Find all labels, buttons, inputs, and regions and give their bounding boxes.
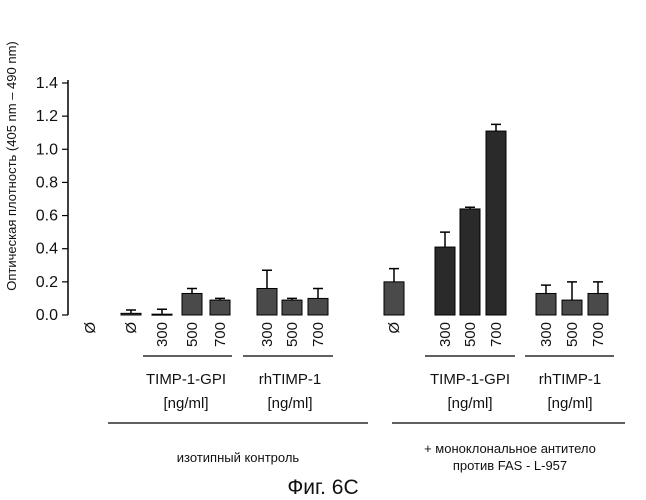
- y-tick-label: 0.0: [36, 307, 58, 324]
- bar: [435, 247, 455, 315]
- x-tick-label: 300: [259, 322, 276, 347]
- group-label-4: rhTIMP-1: [539, 371, 602, 388]
- error-bar: [313, 288, 323, 298]
- section-label-1: изотипный контроль: [177, 450, 300, 465]
- section-label-2-line2: против FAS - L-957: [453, 458, 567, 473]
- y-axis-label: Оптическая плотность (405 nm – 490 nm): [4, 41, 19, 290]
- y-tick-label: 1.0: [36, 141, 58, 158]
- bar: [486, 131, 506, 315]
- category-labels: Ø Ø 300 500 700 300 500 700 Ø 300 500 700 300 500 700: [82, 322, 607, 347]
- x-tick-label: 700: [212, 322, 229, 347]
- x-tick-label: 500: [184, 322, 201, 347]
- bar: [308, 298, 328, 315]
- bar: [210, 300, 230, 315]
- group-unit-2: [ng/ml]: [267, 395, 312, 412]
- y-tick-label: 0.6: [36, 208, 58, 225]
- group-label-3: TIMP-1-GPI: [430, 371, 510, 388]
- group-unit-3: [ng/ml]: [447, 395, 492, 412]
- y-tick-label: 1.2: [36, 108, 58, 125]
- y-tick-label: 0.8: [36, 174, 58, 191]
- bar: [562, 300, 582, 315]
- group-unit-4: [ng/ml]: [547, 395, 592, 412]
- error-bar: [157, 309, 167, 314]
- error-bar: [567, 282, 577, 300]
- error-bar: [389, 269, 399, 282]
- bar: [282, 300, 302, 315]
- bar: [536, 293, 556, 315]
- error-bar: [440, 232, 450, 247]
- x-tick-label: 700: [590, 322, 607, 347]
- x-tick-label: 300: [154, 322, 171, 347]
- x-tick-label: Ø: [123, 322, 140, 334]
- section-label-2-line1: + моноклональное антитело: [424, 441, 596, 456]
- y-axis: 0.0 0.2 0.4 0.6 0.8 1.0 1.2 1.4: [36, 75, 68, 324]
- group-label-2: rhTIMP-1: [259, 371, 322, 388]
- error-bar: [262, 270, 272, 288]
- bar: [588, 293, 608, 315]
- bar: [121, 313, 141, 315]
- bar-series: [121, 124, 608, 315]
- bar: [152, 314, 172, 315]
- y-tick-label: 0.4: [36, 241, 58, 258]
- error-bar: [187, 288, 197, 293]
- error-bar: [541, 285, 551, 293]
- x-tick-label: Ø: [82, 322, 99, 334]
- x-tick-label: 300: [437, 322, 454, 347]
- bar: [182, 293, 202, 315]
- x-tick-label: 500: [284, 322, 301, 347]
- x-tick-label: 500: [564, 322, 581, 347]
- x-tick-label: 700: [310, 322, 327, 347]
- x-tick-label: 700: [488, 322, 505, 347]
- x-tick-label: 500: [462, 322, 479, 347]
- group-label-1: TIMP-1-GPI: [146, 371, 226, 388]
- bar: [460, 209, 480, 315]
- group-unit-1: [ng/ml]: [163, 395, 208, 412]
- x-tick-label: 300: [538, 322, 555, 347]
- y-tick-label: 1.4: [36, 75, 58, 92]
- bar: [384, 282, 404, 315]
- error-bar: [593, 282, 603, 294]
- bar: [257, 288, 277, 315]
- y-tick-label: 0.2: [36, 274, 58, 291]
- error-bar: [491, 124, 501, 131]
- figure-caption: Фиг. 6С: [287, 476, 358, 499]
- x-tick-label: Ø: [386, 322, 403, 334]
